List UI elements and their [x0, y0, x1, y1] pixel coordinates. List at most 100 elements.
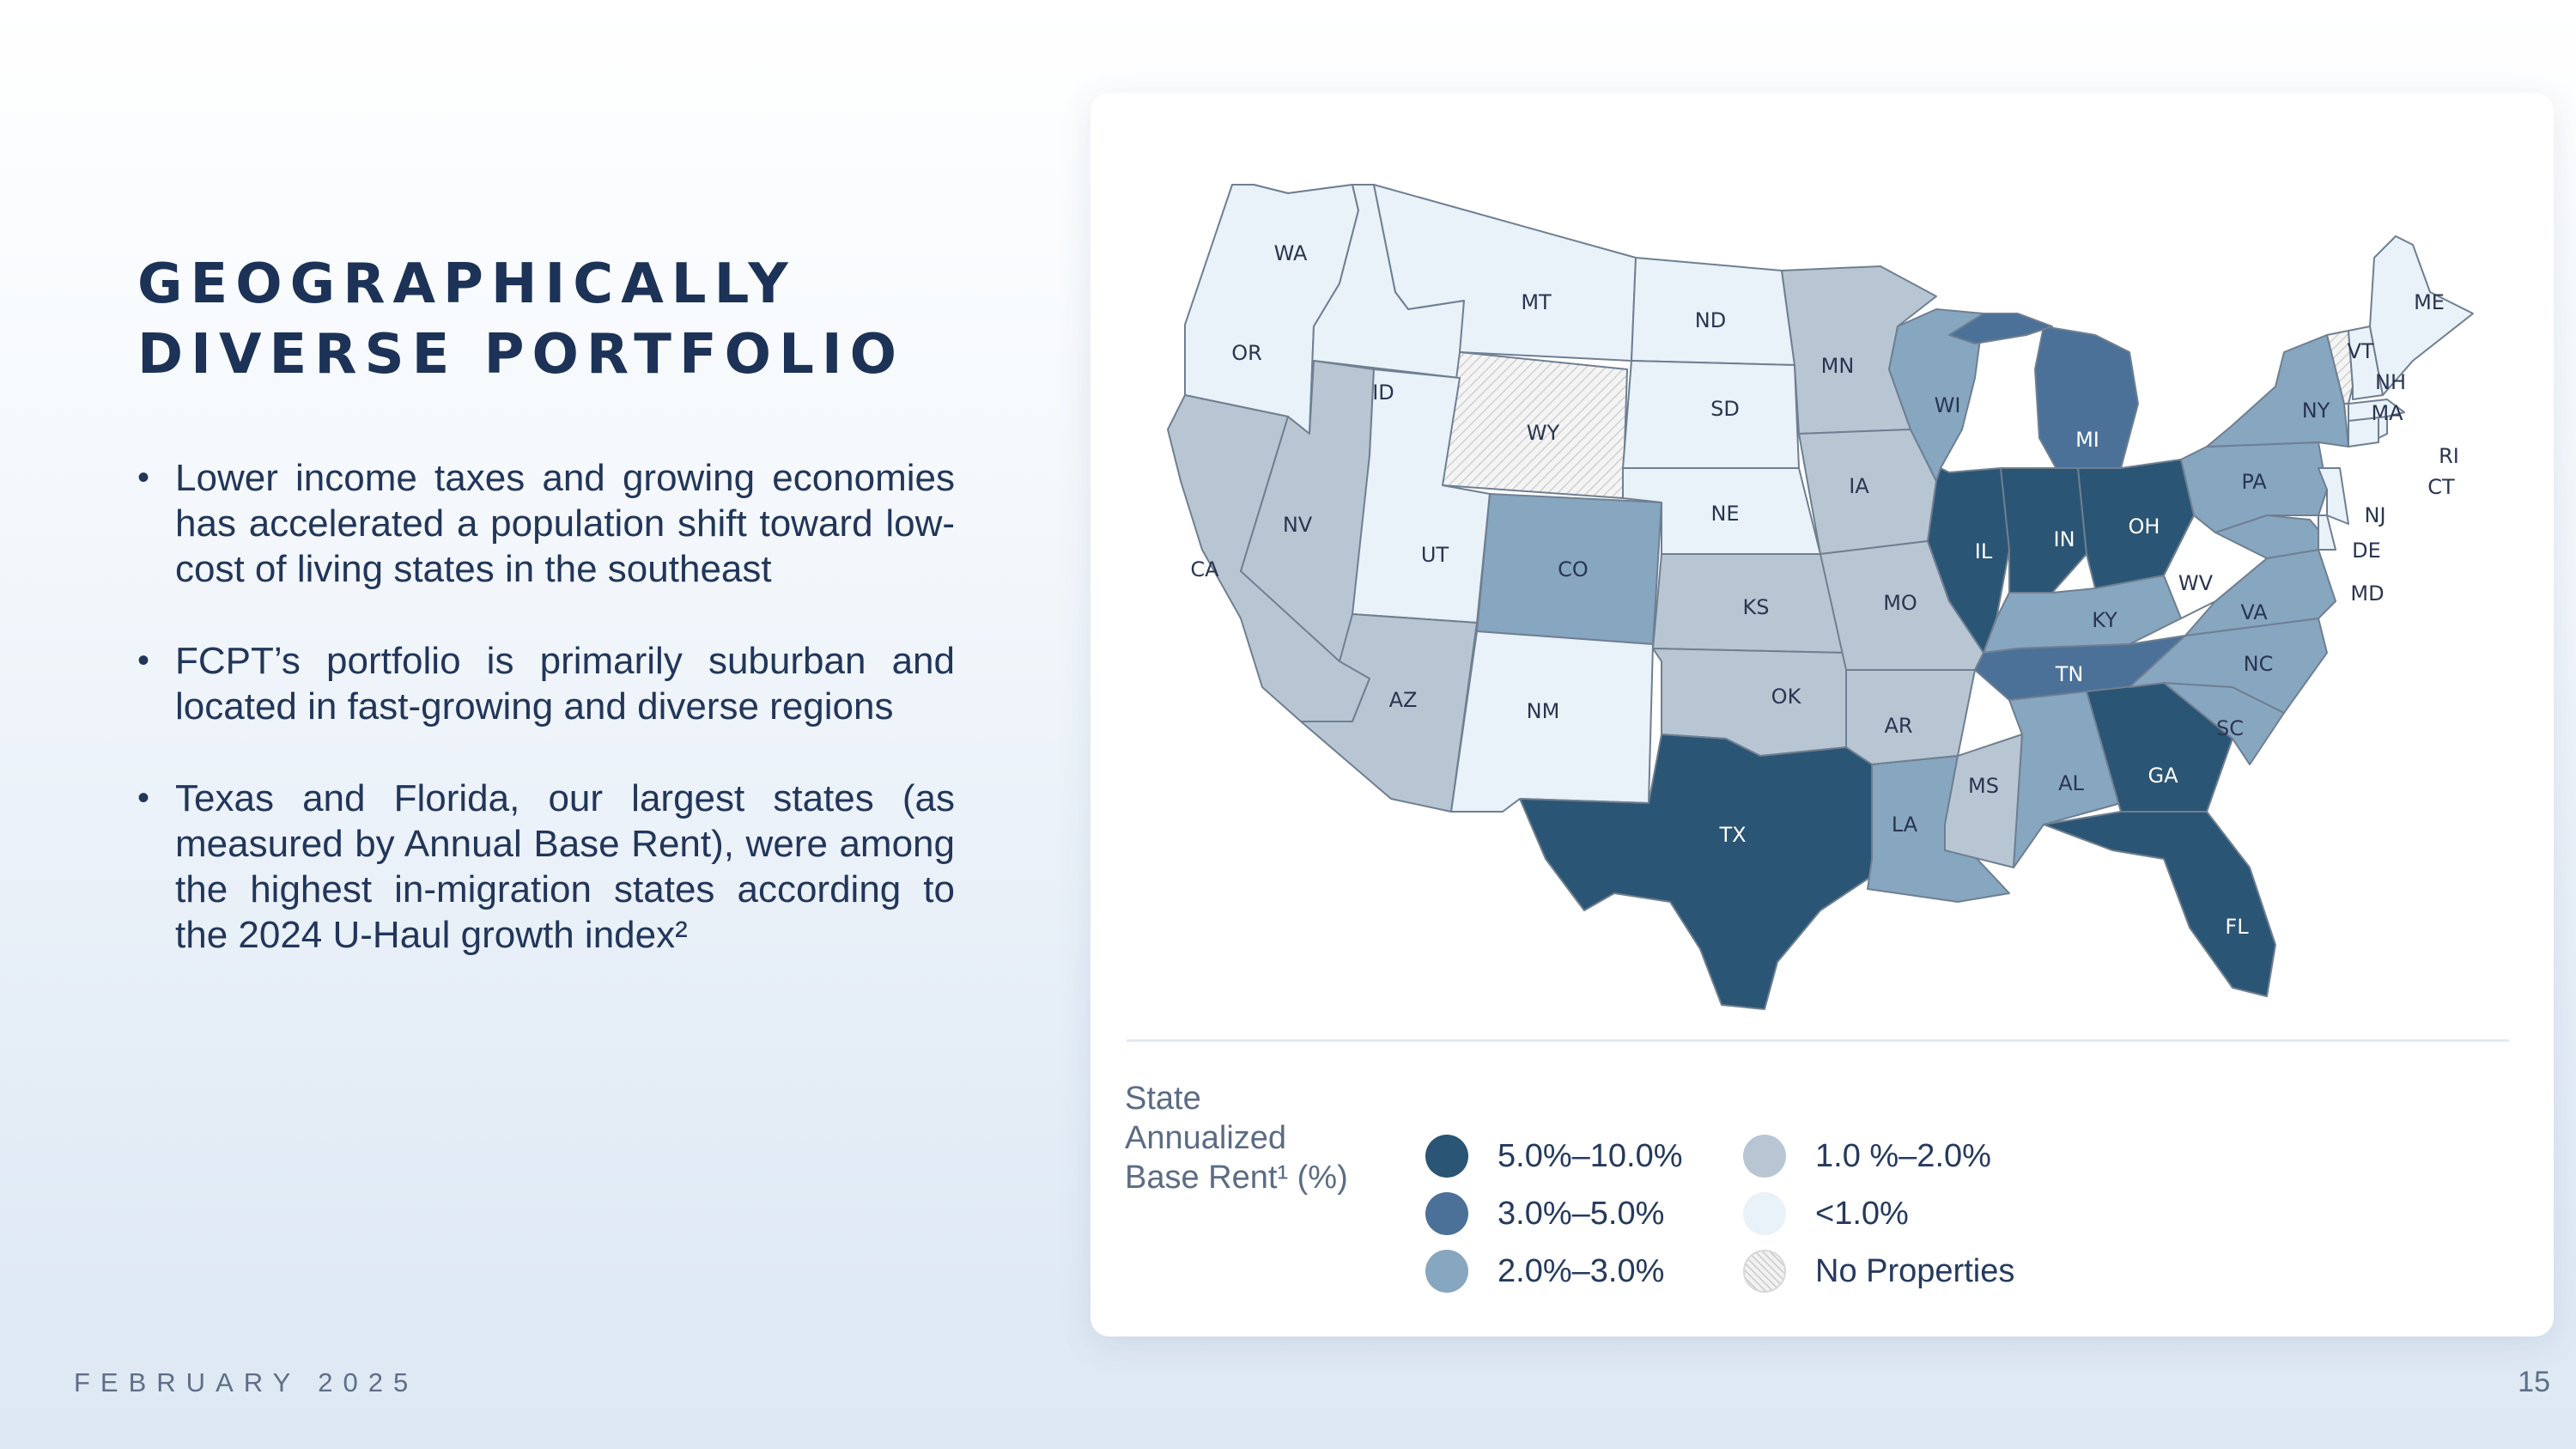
bullet-dot-icon: •	[137, 459, 150, 496]
bullet-item: • Texas and Florida, our largest states (…	[137, 776, 955, 958]
legend-item-2-3: 2.0%–3.0%	[1425, 1250, 1664, 1293]
state-ms	[1944, 734, 2023, 868]
state-label-ga: GA	[2148, 764, 2178, 788]
state-nh	[2348, 326, 2384, 400]
state-label-wa: WA	[1274, 241, 1308, 265]
state-label-nm: NM	[1527, 699, 1560, 723]
bullet-item: • Lower income taxes and growing economie…	[137, 455, 955, 592]
bullet-text: FCPT’s portfolio is primarily suburban a…	[175, 640, 955, 728]
state-label-vt: VT	[2347, 339, 2373, 363]
state-label-ia: IA	[1849, 474, 1869, 498]
legend-item-3-5: 3.0%–5.0%	[1425, 1192, 1664, 1235]
legend-label: 3.0%–5.0%	[1498, 1195, 1665, 1232]
legend-swatch-icon	[1425, 1192, 1468, 1235]
legend-label: <1.0%	[1815, 1195, 1909, 1232]
state-label-sd: SD	[1710, 397, 1740, 421]
state-label-in: IN	[2053, 527, 2075, 551]
legend-divider	[1127, 1039, 2509, 1042]
state-label-de: DE	[2352, 539, 2381, 563]
state-label-mt: MT	[1521, 290, 1552, 314]
state-label-ar: AR	[1884, 714, 1912, 738]
state-label-la: LA	[1892, 813, 1918, 837]
state-label-nh: NH	[2375, 370, 2406, 394]
state-label-ma: MA	[2371, 401, 2403, 425]
legend-item-lt1: <1.0%	[1743, 1192, 1909, 1235]
legend-title-line: Annualized	[1125, 1120, 1287, 1156]
legend-label: 5.0%–10.0%	[1498, 1137, 1683, 1174]
legend-title: State Annualized Base Rent¹ (%)	[1125, 1079, 1348, 1197]
state-mi	[2034, 326, 2139, 478]
state-label-az: AZ	[1389, 688, 1418, 712]
state-label-md: MD	[2350, 581, 2384, 606]
state-label-nd: ND	[1695, 308, 1726, 332]
state-label-mi: MI	[2075, 428, 2099, 452]
legend-label: 1.0 %–2.0%	[1815, 1137, 1991, 1174]
state-fl	[2043, 811, 2276, 997]
title-line-1: GEOGRAPHICALLY	[137, 253, 796, 316]
legend-item-5-10: 5.0%–10.0%	[1425, 1135, 1683, 1178]
state-label-wy: WY	[1527, 421, 1560, 445]
state-label-wv: WV	[2178, 571, 2214, 595]
state-label-ct: CT	[2427, 475, 2455, 499]
legend-swatch-icon	[1743, 1135, 1786, 1178]
state-label-ut: UT	[1421, 543, 1449, 567]
state-label-ne: NE	[1710, 502, 1739, 526]
bullet-dot-icon: •	[137, 642, 150, 679]
state-label-ca: CA	[1190, 557, 1219, 581]
state-label-nj: NJ	[2364, 503, 2385, 527]
state-label-tx: TX	[1718, 823, 1746, 847]
legend-item-no-properties: No Properties	[1743, 1250, 2014, 1293]
state-label-ks: KS	[1743, 595, 1770, 619]
title-line-2: DIVERSE PORTFOLIO	[137, 323, 905, 387]
bullet-text: Texas and Florida, our largest states (a…	[175, 777, 955, 956]
state-label-ok: OK	[1771, 685, 1802, 709]
bullet-list: • Lower income taxes and growing economie…	[137, 455, 955, 1004]
state-label-wi: WI	[1935, 393, 1961, 417]
state-vt	[2326, 330, 2354, 405]
legend-title-line: Base Rent¹ (%)	[1125, 1160, 1348, 1196]
state-label-or: OR	[1231, 341, 1262, 365]
state-label-ri: RI	[2439, 444, 2459, 468]
state-label-oh: OH	[2129, 514, 2160, 539]
state-label-sc: SC	[2216, 716, 2244, 740]
state-label-va: VA	[2240, 600, 2268, 624]
legend-label: No Properties	[1815, 1252, 2015, 1289]
state-label-il: IL	[1975, 539, 1993, 563]
legend-swatch-icon	[1425, 1135, 1468, 1178]
state-label-mo: MO	[1883, 591, 1917, 615]
legend-swatch-icon	[1743, 1192, 1786, 1235]
state-label-ky: KY	[2092, 608, 2117, 632]
bullet-text: Lower income taxes and growing economies…	[175, 457, 955, 590]
us-map: WA OR CA ID NV MT WY UT AZ CO NM ND SD NE KS OK TX MN IA MO…	[1167, 184, 2474, 1010]
state-label-al: AL	[2058, 771, 2084, 795]
footer-date: FEBRUARY 2025	[74, 1367, 419, 1397]
state-label-tn: TN	[2055, 662, 2084, 686]
state-label-mn: MN	[1821, 354, 1855, 378]
state-label-ms: MS	[1968, 774, 1999, 798]
slide-title: GEOGRAPHICALLY DIVERSE PORTFOLIO	[137, 249, 904, 390]
state-label-nc: NC	[2244, 652, 2274, 676]
legend-item-1-2: 1.0 %–2.0%	[1743, 1135, 1991, 1178]
bullet-item: • FCPT’s portfolio is primarily suburban …	[137, 638, 955, 729]
state-label-nv: NV	[1283, 513, 1313, 537]
legend-swatch-icon	[1425, 1250, 1468, 1293]
legend-swatch-hatch-icon	[1743, 1250, 1786, 1293]
state-wi	[1888, 308, 1984, 482]
state-mi-upper	[1948, 313, 2053, 344]
legend-label: 2.0%–3.0%	[1498, 1252, 1665, 1289]
page-number: 15	[2518, 1366, 2550, 1398]
state-label-pa: PA	[2241, 470, 2267, 494]
state-label-fl: FL	[2225, 915, 2249, 939]
state-label-id: ID	[1372, 381, 1394, 405]
legend-title-line: State	[1125, 1081, 1201, 1117]
state-tx	[1519, 734, 1877, 1010]
bullet-dot-icon: •	[137, 779, 150, 817]
state-il	[1927, 467, 2010, 654]
state-label-ny: NY	[2302, 399, 2330, 423]
state-me	[2369, 235, 2474, 396]
state-label-me: ME	[2414, 290, 2445, 314]
state-ny	[2206, 334, 2349, 447]
state-de	[2318, 514, 2336, 551]
map-card: WA OR CA ID NV MT WY UT AZ CO NM ND SD NE KS OK TX MN IA MO…	[1091, 93, 2554, 1336]
state-nj	[2318, 467, 2349, 525]
